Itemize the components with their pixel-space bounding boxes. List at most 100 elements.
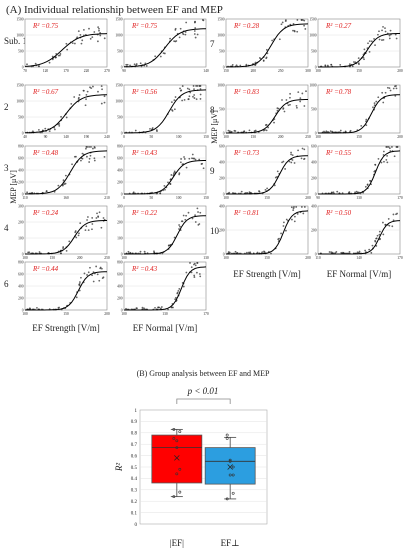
data-point (394, 33, 397, 36)
data-point (231, 192, 234, 194)
data-point (196, 207, 199, 210)
data-point (96, 40, 99, 43)
data-point (394, 85, 396, 88)
data-point (369, 179, 371, 182)
subject-label: 4 (4, 223, 9, 233)
y-tick-label: 1000 (16, 100, 23, 104)
data-point (83, 272, 86, 275)
data-point (264, 188, 267, 191)
r2-label: R² =0.83 (233, 88, 260, 96)
x-tick-label: 300 (305, 69, 311, 73)
scatter-ef-normal: 0 500 1000 100 150 200 R² =0.78 (309, 84, 403, 139)
data-point (358, 250, 361, 253)
data-point (28, 307, 31, 310)
significance-bracket (176, 398, 231, 404)
data-point (93, 157, 96, 160)
r2-label: R² =0.67 (32, 88, 59, 96)
data-point (231, 64, 234, 66)
y-tick-label: 600 (18, 157, 24, 161)
data-point (290, 206, 293, 209)
data-point (99, 31, 102, 34)
y-tick-label: 400 (311, 205, 317, 209)
r2-label: R² =0.75 (32, 22, 59, 30)
data-point (375, 237, 378, 240)
y-tick-label: 500 (117, 116, 123, 120)
data-point (88, 27, 90, 30)
data-point (198, 158, 201, 161)
data-point (188, 88, 191, 91)
data-point (93, 146, 96, 148)
data-point (190, 271, 193, 274)
data-point (304, 28, 307, 30)
category-label: EF⊥ (221, 538, 240, 548)
y-tick-label: 1500 (16, 84, 23, 88)
mean-marker (227, 464, 233, 470)
sigmoid-fit-curve (318, 94, 401, 134)
data-point (227, 129, 230, 132)
y-tick-label: 600 (311, 145, 317, 149)
plot-frame (24, 205, 108, 255)
data-point (243, 130, 245, 133)
data-point (348, 63, 351, 66)
data-point (392, 87, 395, 90)
data-point (384, 27, 386, 30)
y-tick-label: 1000 (16, 34, 23, 38)
data-point (276, 109, 279, 112)
y-tick-label: 1000 (217, 84, 224, 88)
x-tick-label: 90 (44, 135, 48, 139)
data-point (378, 30, 380, 33)
y-tick-label: 0 (315, 253, 317, 257)
data-point (354, 191, 357, 194)
x-tick-label: 140 (63, 135, 69, 139)
scatter-ef-strength: 0 200 400 600 800 100 150 200 R² =0.44 (18, 261, 110, 316)
plot-frame (225, 18, 309, 68)
sigmoid-fit-curve (124, 28, 206, 68)
data-point (167, 244, 170, 247)
data-point (71, 163, 73, 166)
y-tick-label: 1500 (16, 18, 23, 22)
data-point (276, 170, 279, 173)
y-tick-label: 400 (117, 169, 123, 173)
data-point (194, 214, 196, 217)
y-tick-label: 1500 (309, 18, 316, 22)
data-point (145, 65, 148, 67)
data-point (305, 90, 307, 93)
subject-label: 9 (210, 166, 215, 176)
data-point (86, 274, 88, 276)
data-point (285, 218, 288, 221)
data-point (86, 90, 89, 93)
y-tick-label: 100 (18, 237, 24, 241)
y-tick-label: 200 (311, 177, 317, 181)
data-point (290, 161, 293, 164)
data-point (70, 102, 73, 105)
data-point (169, 183, 172, 185)
data-point (84, 104, 87, 107)
data-point (288, 160, 291, 163)
x-tick-label: 170 (397, 196, 403, 200)
data-point (172, 427, 176, 431)
data-point (178, 173, 181, 176)
data-point (151, 127, 154, 129)
x-tick-label: 0 (123, 196, 125, 200)
data-point (60, 115, 62, 118)
data-point (92, 280, 95, 283)
data-point (388, 37, 391, 40)
data-point (167, 308, 169, 311)
x-tick-label: 150 (50, 256, 56, 260)
panel-a-title: (A) Individual relationship between EF a… (6, 4, 223, 16)
data-point (182, 285, 185, 288)
data-point (303, 105, 306, 107)
data-point (87, 216, 89, 218)
data-point (86, 155, 88, 158)
data-point (363, 48, 366, 51)
box-body (151, 434, 203, 484)
x-tick-label: 210 (104, 196, 110, 200)
data-point (187, 211, 190, 214)
sigmoid-fit-curve (24, 33, 108, 67)
data-point (100, 267, 103, 270)
data-point (249, 251, 252, 254)
data-point (102, 276, 105, 279)
y-tick-label: 0.2 (131, 500, 138, 505)
y-tick-label: 600 (18, 273, 24, 277)
data-point (248, 129, 251, 132)
